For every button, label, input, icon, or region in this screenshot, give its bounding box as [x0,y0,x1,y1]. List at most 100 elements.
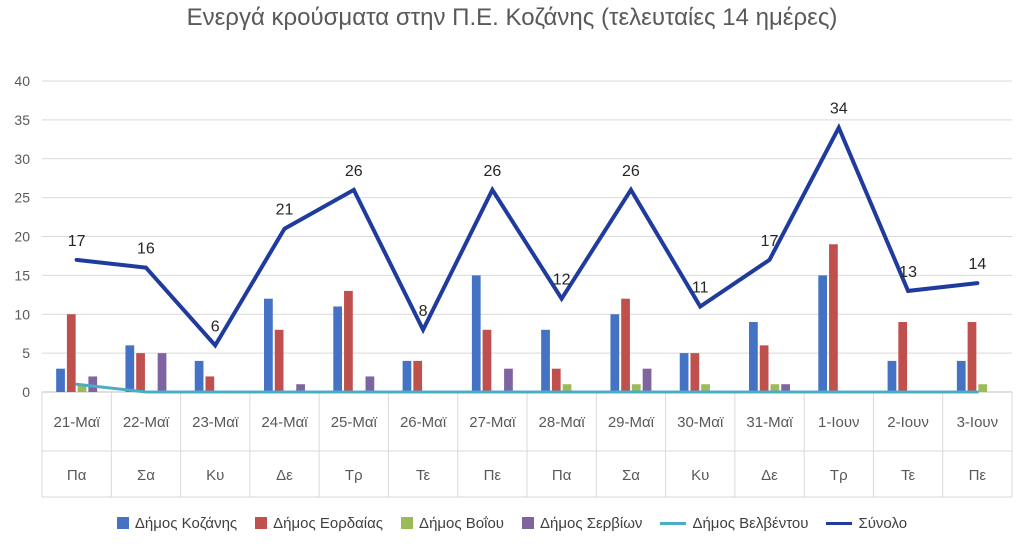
bar [562,384,572,392]
bar [621,298,630,392]
legend-label: Δήμος Κοζάνης [134,514,238,532]
x-tick-label: 31-Μαϊ [746,414,793,431]
legend-label: Δήμος Εορδαίας [273,514,384,532]
bar [759,345,769,392]
x-tick-label: 22-Μαϊ [123,414,170,431]
bar [887,360,897,392]
bar [504,368,513,392]
data-label: 17 [761,233,779,250]
x-weekday-label: Πα [67,467,87,484]
legend-item: Δήμος Εορδαίας [255,515,383,532]
bar [157,353,167,392]
x-tick-label: 3-Ιουν [957,414,999,431]
bar [264,298,273,392]
x-weekday-label: Τρ [830,467,848,484]
x-weekday-label: Πα [552,467,572,484]
series-line [75,382,979,394]
x-weekday-label: Δε [276,467,293,484]
x-tick-label: 28-Μαϊ [539,414,586,431]
data-label: 11 [692,279,709,296]
x-tick-label: 24-Μαϊ [261,414,308,431]
data-label: 12 [553,272,571,289]
x-tick-label: 26-Μαϊ [400,414,447,431]
bar [194,360,204,392]
legend-item: Δήμος Βοΐου [401,515,504,532]
legend-label: Δήμος Σερβίων [540,514,643,532]
y-tick-label: 0 [22,384,30,400]
data-label: 26 [483,163,501,180]
x-weekday-label: Τρ [345,467,363,484]
bar [829,244,838,392]
bar [631,384,641,392]
legend-swatch [826,521,853,525]
data-label: 17 [68,233,86,250]
x-weekday-label: Σα [137,467,155,484]
bar [978,384,988,392]
data-label: 16 [137,241,155,258]
legend-item: Δήμος Σερβίων [522,515,642,532]
x-weekday-label: Κυ [691,467,709,484]
bar [610,314,620,392]
bar [344,290,353,392]
legend-swatch [116,517,129,529]
bar [66,314,76,392]
bar [551,368,561,392]
bar [205,376,215,392]
x-tick-label: 25-Μαϊ [331,414,378,431]
bar [701,384,710,392]
bar [136,353,145,392]
total-series-line [74,122,980,349]
bar [402,360,412,392]
x-weekday-label: Τε [416,467,431,484]
legend-item: Δήμος Κοζάνης [116,514,238,532]
legend-swatch [660,521,687,525]
gridlines [42,80,1012,354]
legend-label: Σύνολο [858,514,908,532]
bar [471,275,481,392]
axes: 0 5 10 15 20 25 30 35 40 21-Μαϊ 22-Μαϊ 23-Μαϊ 24-Μαϊ… [14,73,1013,498]
data-labels: 17 16 6 21 26 8 26 12 26 11 17 34 13 14 [68,101,987,336]
bar [333,306,343,392]
bar [77,384,87,392]
x-tick-label: 27-Μαϊ [469,414,516,431]
bar [88,376,98,392]
bar [56,368,65,392]
x-weekday-label: Πε [969,467,987,484]
x-weekday-label: Πε [484,467,502,484]
x-weekday-label: Δε [761,467,778,484]
y-tick-label: 40 [14,73,30,89]
y-tick-label: 25 [14,190,30,206]
legend-swatch [255,517,268,529]
y-tick-label: 15 [14,267,30,283]
bar [413,360,423,392]
bar [296,384,305,392]
bar [125,345,135,392]
x-tick-label: 1-Ιουν [818,414,860,431]
x-weekday-label: Τε [901,467,916,484]
y-tick-label: 20 [14,229,30,245]
data-label: 26 [622,163,640,180]
bar [642,368,652,392]
legend-label: Δήμος Βοΐου [419,514,505,532]
x-tick-label: 2-Ιουν [887,414,929,431]
legend-label: Δήμος Βελβέντου [692,514,809,532]
bar [967,322,977,392]
y-tick-label: 30 [14,151,30,167]
y-tick-label: 5 [22,345,30,361]
bar [770,384,780,392]
legend: Δήμος Κοζάνης Δήμος Εορδαίας Δήμος Βοΐου Δή… [0,508,1024,538]
legend-item: Σύνολο [826,515,907,532]
data-label: 8 [419,303,428,320]
y-tick-label: 35 [14,112,30,128]
data-label: 14 [968,256,986,273]
bar [781,384,790,392]
data-label: 21 [276,202,294,219]
bar [679,353,689,392]
data-label: 26 [345,163,363,180]
bar [898,322,908,392]
lines [74,122,980,394]
x-tick-label: 21-Μαϊ [54,414,101,431]
legend-swatch [522,517,535,529]
legend-swatch [401,517,414,529]
bar [690,353,700,392]
